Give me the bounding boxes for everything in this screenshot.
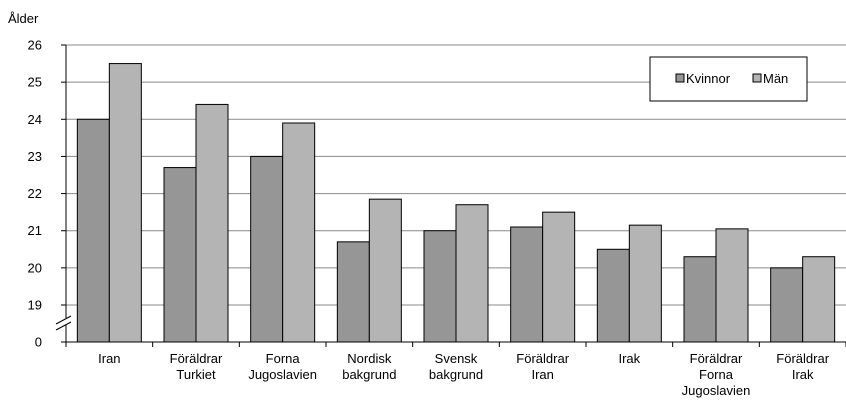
x-category-label: Nordisk bbox=[347, 351, 392, 366]
y-tick-label: 25 bbox=[28, 75, 42, 90]
bar-män bbox=[368, 198, 402, 343]
axis-break-gap bbox=[60, 318, 72, 325]
bar-kvinnor bbox=[250, 155, 284, 343]
x-category-label: Föräldrar bbox=[690, 351, 743, 366]
x-category-label: Irak bbox=[792, 367, 814, 382]
bar-män bbox=[628, 224, 662, 343]
bar-kvinnor bbox=[163, 167, 197, 343]
x-category-label: Jugoslavien bbox=[682, 383, 751, 398]
x-category-label: Föräldrar bbox=[516, 351, 569, 366]
bar-män bbox=[542, 211, 576, 343]
x-category-label: Föräldrar bbox=[776, 351, 829, 366]
y-tick-label: 20 bbox=[28, 260, 42, 275]
x-category-label: Forna bbox=[266, 351, 301, 366]
bar-kvinnor bbox=[596, 248, 630, 343]
legend-swatch-män bbox=[752, 73, 762, 83]
bar-män bbox=[282, 122, 316, 343]
x-category-label: Svensk bbox=[435, 351, 478, 366]
legend-label-kvinnor: Kvinnor bbox=[686, 71, 731, 86]
axis-break-mark bbox=[55, 321, 72, 331]
x-category-label: bakgrund bbox=[342, 367, 396, 382]
x-category-label: Turkiet bbox=[176, 367, 216, 382]
x-category-label: Forna bbox=[699, 367, 734, 382]
y-tick-label: 0 bbox=[35, 335, 42, 350]
bar-män bbox=[715, 228, 749, 343]
bar-kvinnor bbox=[76, 118, 110, 343]
bar-kvinnor bbox=[510, 226, 544, 343]
bars bbox=[76, 63, 836, 343]
x-category-label: Föräldrar bbox=[170, 351, 223, 366]
y-tick-label: 19 bbox=[28, 298, 42, 313]
bar-kvinnor bbox=[423, 230, 457, 343]
axis-break-mark bbox=[55, 315, 72, 325]
legend-swatch-kvinnor bbox=[675, 73, 685, 83]
bar-män bbox=[455, 204, 489, 343]
axes bbox=[55, 44, 846, 347]
y-tick-labels: 0 19 20 21 22 23 24 25 26 bbox=[28, 38, 42, 350]
bar-kvinnor bbox=[770, 267, 804, 343]
x-category-label: Jugoslavien bbox=[248, 367, 317, 382]
bar-män bbox=[195, 103, 229, 343]
y-tick-label: 24 bbox=[28, 112, 42, 127]
x-category-label: bakgrund bbox=[429, 367, 483, 382]
legend: Kvinnor Män bbox=[649, 56, 808, 102]
y-tick-label: 22 bbox=[28, 186, 42, 201]
x-category-labels: Iran FöräldrarTurkietFornaJugoslavienNord… bbox=[98, 351, 830, 398]
x-category-label: Iran bbox=[531, 367, 553, 382]
y-tick-label: 21 bbox=[28, 223, 42, 238]
bar-män bbox=[802, 256, 836, 343]
y-axis-label: Ålder bbox=[8, 11, 39, 26]
bar-kvinnor bbox=[683, 256, 717, 343]
legend-label-män: Män bbox=[763, 71, 788, 86]
x-category-label: Iran bbox=[98, 351, 120, 366]
y-tick-label: 26 bbox=[28, 38, 42, 53]
y-tick-label: 23 bbox=[28, 149, 42, 164]
x-category-label: Irak bbox=[618, 351, 640, 366]
bar-kvinnor bbox=[336, 241, 370, 343]
bar-män bbox=[108, 63, 142, 343]
